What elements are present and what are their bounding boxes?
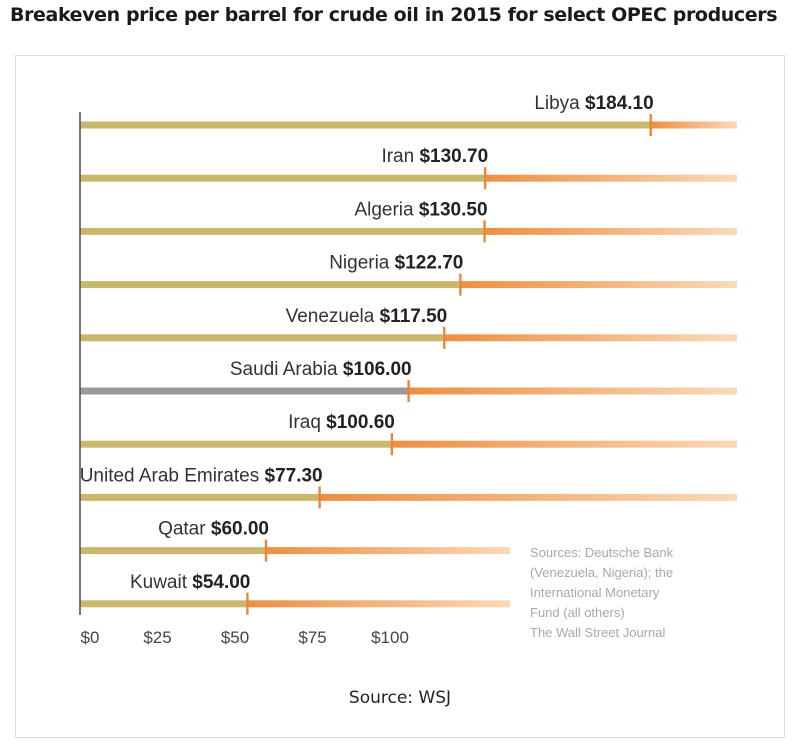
bar-extension xyxy=(444,334,737,342)
category-label: Algeria xyxy=(354,199,418,220)
bar-label: Libya $184.10 xyxy=(534,93,653,114)
bar xyxy=(80,334,445,342)
category-label: Iran xyxy=(381,146,419,167)
bar-label: Qatar $60.00 xyxy=(158,519,269,540)
x-tick-label: $50 xyxy=(221,628,249,647)
bar-label: Saudi Arabia $106.00 xyxy=(230,359,412,380)
category-label: Qatar xyxy=(158,519,211,540)
bar-extension xyxy=(460,281,737,289)
value-label: $122.70 xyxy=(395,253,464,274)
bar xyxy=(80,387,409,395)
category-label: United Arab Emirates xyxy=(80,465,265,486)
bar-extension xyxy=(247,600,510,608)
bar-extension xyxy=(319,493,737,501)
bar xyxy=(80,547,266,555)
category-label: Libya xyxy=(534,93,585,114)
value-label: $60.00 xyxy=(211,519,269,540)
value-label: $117.50 xyxy=(380,306,448,327)
bar-extension xyxy=(650,121,737,129)
bar xyxy=(80,600,248,608)
bar-label: Venezuela $117.50 xyxy=(286,306,448,327)
bars-layer xyxy=(80,114,737,615)
axis-layer: $0 $25 $50 $75 $100 xyxy=(79,112,409,647)
bar xyxy=(80,174,486,182)
x-tick-label: $0 xyxy=(81,628,100,647)
source-note-line: Fund (all others) xyxy=(530,605,625,620)
source-note: Sources: Deutsche Bank (Venezuela, Niger… xyxy=(530,543,740,643)
value-label: $100.60 xyxy=(326,412,395,433)
bar xyxy=(80,440,392,448)
bar-extension xyxy=(484,227,737,235)
bar-extension xyxy=(391,440,737,448)
bar-label: United Arab Emirates $77.30 xyxy=(80,465,323,486)
bar-label: Iran $130.70 xyxy=(381,146,488,167)
labels-layer: Libya $184.10 Iran $130.70 Algeria $130.50… xyxy=(80,93,654,593)
category-label: Saudi Arabia xyxy=(230,359,343,380)
source-note-line: (Venezuela, Nigeria); the xyxy=(530,565,674,580)
bar xyxy=(80,227,485,235)
category-label: Nigeria xyxy=(329,253,394,274)
value-label: $106.00 xyxy=(343,359,412,380)
category-label: Venezuela xyxy=(286,306,380,327)
category-label: Kuwait xyxy=(130,572,192,593)
bar-label: Nigeria $122.70 xyxy=(329,253,463,274)
source-note-line: Sources: Deutsche Bank xyxy=(530,545,674,560)
source-note-line: International Monetary xyxy=(530,585,660,600)
bar-extension xyxy=(266,547,510,555)
x-tick-label: $75 xyxy=(298,628,326,647)
bar xyxy=(80,121,651,129)
bar-label: Kuwait $54.00 xyxy=(130,572,250,593)
bar-label: Iraq $100.60 xyxy=(288,412,395,433)
x-tick-label: $25 xyxy=(143,628,171,647)
value-label: $130.70 xyxy=(419,146,488,167)
bar-label: Algeria $130.50 xyxy=(354,199,487,220)
value-label: $184.10 xyxy=(585,93,654,114)
category-label: Iraq xyxy=(288,412,326,433)
chart-title: Breakeven price per barrel for crude oil… xyxy=(10,4,778,26)
chart-frame xyxy=(15,55,785,738)
source-note-line: The Wall Street Journal xyxy=(530,625,666,640)
bar-extension xyxy=(408,387,737,395)
bar xyxy=(80,493,320,501)
value-label: $77.30 xyxy=(265,465,323,486)
footer-source: Source: WSJ xyxy=(348,688,452,708)
x-tick-label: $100 xyxy=(371,628,409,647)
bar xyxy=(80,281,461,289)
value-label: $54.00 xyxy=(192,572,250,593)
value-label: $130.50 xyxy=(419,199,488,220)
bar-extension xyxy=(485,174,737,182)
